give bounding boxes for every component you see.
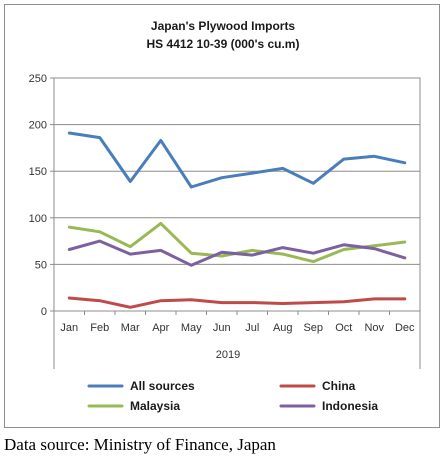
x-tick-label: Dec <box>395 322 415 334</box>
data-point-all-sources <box>220 176 223 179</box>
data-point-malaysia <box>281 252 284 256</box>
plot-background <box>53 77 421 312</box>
data-point-china <box>159 299 162 302</box>
data-point-malaysia <box>312 260 315 263</box>
series-line-china <box>67 296 407 309</box>
data-point-china <box>220 301 223 304</box>
data-source-note: Data source: Ministry of Finance, Japan <box>4 435 276 454</box>
data-point-all-sources <box>190 185 193 189</box>
plot-area: 0 50 100 150 200 250 Jan Feb Mar Apr May Jun Jul Aug S… <box>29 73 421 369</box>
legend-label-malaysia: Malaysia <box>130 399 180 413</box>
data-point-malaysia <box>190 252 193 255</box>
legend: All sources China Malaysia Indonesia <box>87 379 378 413</box>
legend-label-indonesia: Indonesia <box>322 399 378 413</box>
x-tick-label: Apr <box>152 322 169 334</box>
data-point-indonesia <box>159 249 162 252</box>
data-point-malaysia <box>342 248 345 251</box>
y-tick-label: 250 <box>29 73 47 85</box>
chart-subtitle: HS 4412 10-39 (000's cu.m) <box>147 37 300 51</box>
series-line-indonesia <box>67 239 407 267</box>
x-tick-label: Jun <box>213 322 231 334</box>
data-point-all-sources <box>281 167 284 170</box>
data-point-all-sources <box>312 182 315 185</box>
data-point-malaysia <box>251 249 254 252</box>
x-tick-label: Jan <box>60 322 78 334</box>
x-tick-label: Sep <box>303 322 323 334</box>
y-tick-label: 0 <box>41 306 47 318</box>
data-point-malaysia <box>98 230 101 233</box>
data-point-malaysia <box>373 244 376 247</box>
data-point-indonesia <box>98 239 101 243</box>
line-chart: Japan's Plywood Imports HS 4412 10-39 (0… <box>29 19 421 413</box>
data-point-indonesia <box>342 243 345 247</box>
chart-title: Japan's Plywood Imports <box>151 19 296 33</box>
data-point-all-sources <box>373 155 376 158</box>
data-point-indonesia <box>312 252 315 255</box>
series-line-all-sources <box>67 131 407 189</box>
x-axis-label: 2019 <box>216 349 240 361</box>
data-point-malaysia <box>129 245 132 248</box>
data-point-all-sources <box>342 157 345 161</box>
x-tick-label: Jul <box>245 322 259 334</box>
data-point-all-sources <box>129 180 132 183</box>
legend-label-china: China <box>322 379 356 393</box>
data-point-china <box>129 306 132 309</box>
x-tick-label: Oct <box>335 322 352 334</box>
data-point-malaysia <box>403 240 406 244</box>
data-point-china <box>373 297 376 301</box>
y-tick-label: 50 <box>35 259 47 271</box>
data-point-china <box>281 302 284 305</box>
x-tick-label: Nov <box>364 322 384 334</box>
data-point-all-sources <box>68 131 71 135</box>
x-tick-label: Aug <box>273 322 293 334</box>
data-point-china <box>98 299 101 302</box>
data-point-china <box>312 301 315 304</box>
data-point-indonesia <box>251 253 254 257</box>
y-tick-label: 200 <box>29 120 47 132</box>
data-point-china <box>251 301 254 304</box>
data-point-indonesia <box>403 256 406 260</box>
data-point-malaysia <box>68 225 71 229</box>
data-point-china <box>342 300 345 303</box>
data-point-all-sources <box>403 161 406 165</box>
data-point-indonesia <box>190 264 193 267</box>
x-tick-label: Mar <box>121 322 140 334</box>
data-point-malaysia <box>220 254 223 258</box>
data-point-all-sources <box>159 139 162 142</box>
data-point-china <box>403 297 406 301</box>
data-point-all-sources <box>251 171 254 175</box>
x-tick-label: May <box>181 322 202 334</box>
y-tick-label: 150 <box>29 166 47 178</box>
data-point-china <box>190 298 193 302</box>
data-point-china <box>68 296 71 300</box>
data-point-indonesia <box>220 251 223 254</box>
data-point-indonesia <box>68 248 71 251</box>
data-point-all-sources <box>98 136 101 139</box>
legend-label-all-sources: All sources <box>130 379 195 393</box>
x-tick-label: Feb <box>90 322 109 334</box>
data-point-malaysia <box>159 222 162 225</box>
y-tick-label: 100 <box>29 213 47 225</box>
data-point-indonesia <box>373 247 376 250</box>
data-point-indonesia <box>129 252 132 256</box>
data-point-indonesia <box>281 246 284 249</box>
chart-frame: Japan's Plywood Imports HS 4412 10-39 (0… <box>4 4 440 428</box>
